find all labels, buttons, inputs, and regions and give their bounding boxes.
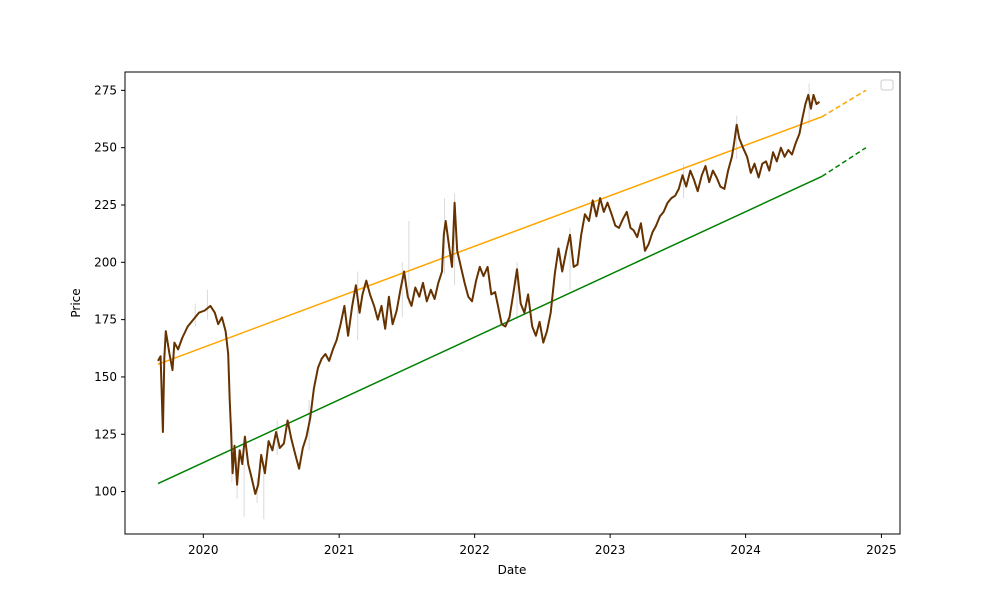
y-tick-label: 225 <box>94 198 117 212</box>
price-wicks <box>194 83 810 520</box>
y-tick-label: 125 <box>94 427 117 441</box>
y-tick-label: 250 <box>94 141 117 155</box>
x-tick-label: 2024 <box>730 543 761 557</box>
x-tick-label: 2023 <box>595 543 626 557</box>
y-tick-label: 175 <box>94 313 117 327</box>
y-axis-ticks: 100 125 150 175 200 225 250 275 <box>94 83 125 499</box>
x-tick-label: 2022 <box>459 543 490 557</box>
x-tick-label: 2021 <box>324 543 355 557</box>
lower-band-line-solid <box>157 175 823 485</box>
x-axis-ticks: 2020 2021 2022 2023 2024 2025 <box>188 534 897 557</box>
y-tick-label: 200 <box>94 255 117 269</box>
upper-band-line-solid <box>157 115 823 366</box>
legend-box <box>880 79 894 91</box>
x-axis-label: Date <box>498 563 527 577</box>
lower-band-line-dashed <box>821 147 867 177</box>
price-line-solid <box>157 93 821 495</box>
plot-frame <box>124 71 901 535</box>
x-tick-label: 2020 <box>188 543 219 557</box>
y-tick-label: 275 <box>94 83 117 97</box>
y-tick-label: 150 <box>94 370 117 384</box>
x-tick-label: 2025 <box>866 543 897 557</box>
price-series <box>157 89 867 495</box>
upper-band-line-dashed <box>821 89 867 118</box>
y-axis-label: Price <box>69 288 83 317</box>
y-tick-label: 100 <box>94 485 117 499</box>
